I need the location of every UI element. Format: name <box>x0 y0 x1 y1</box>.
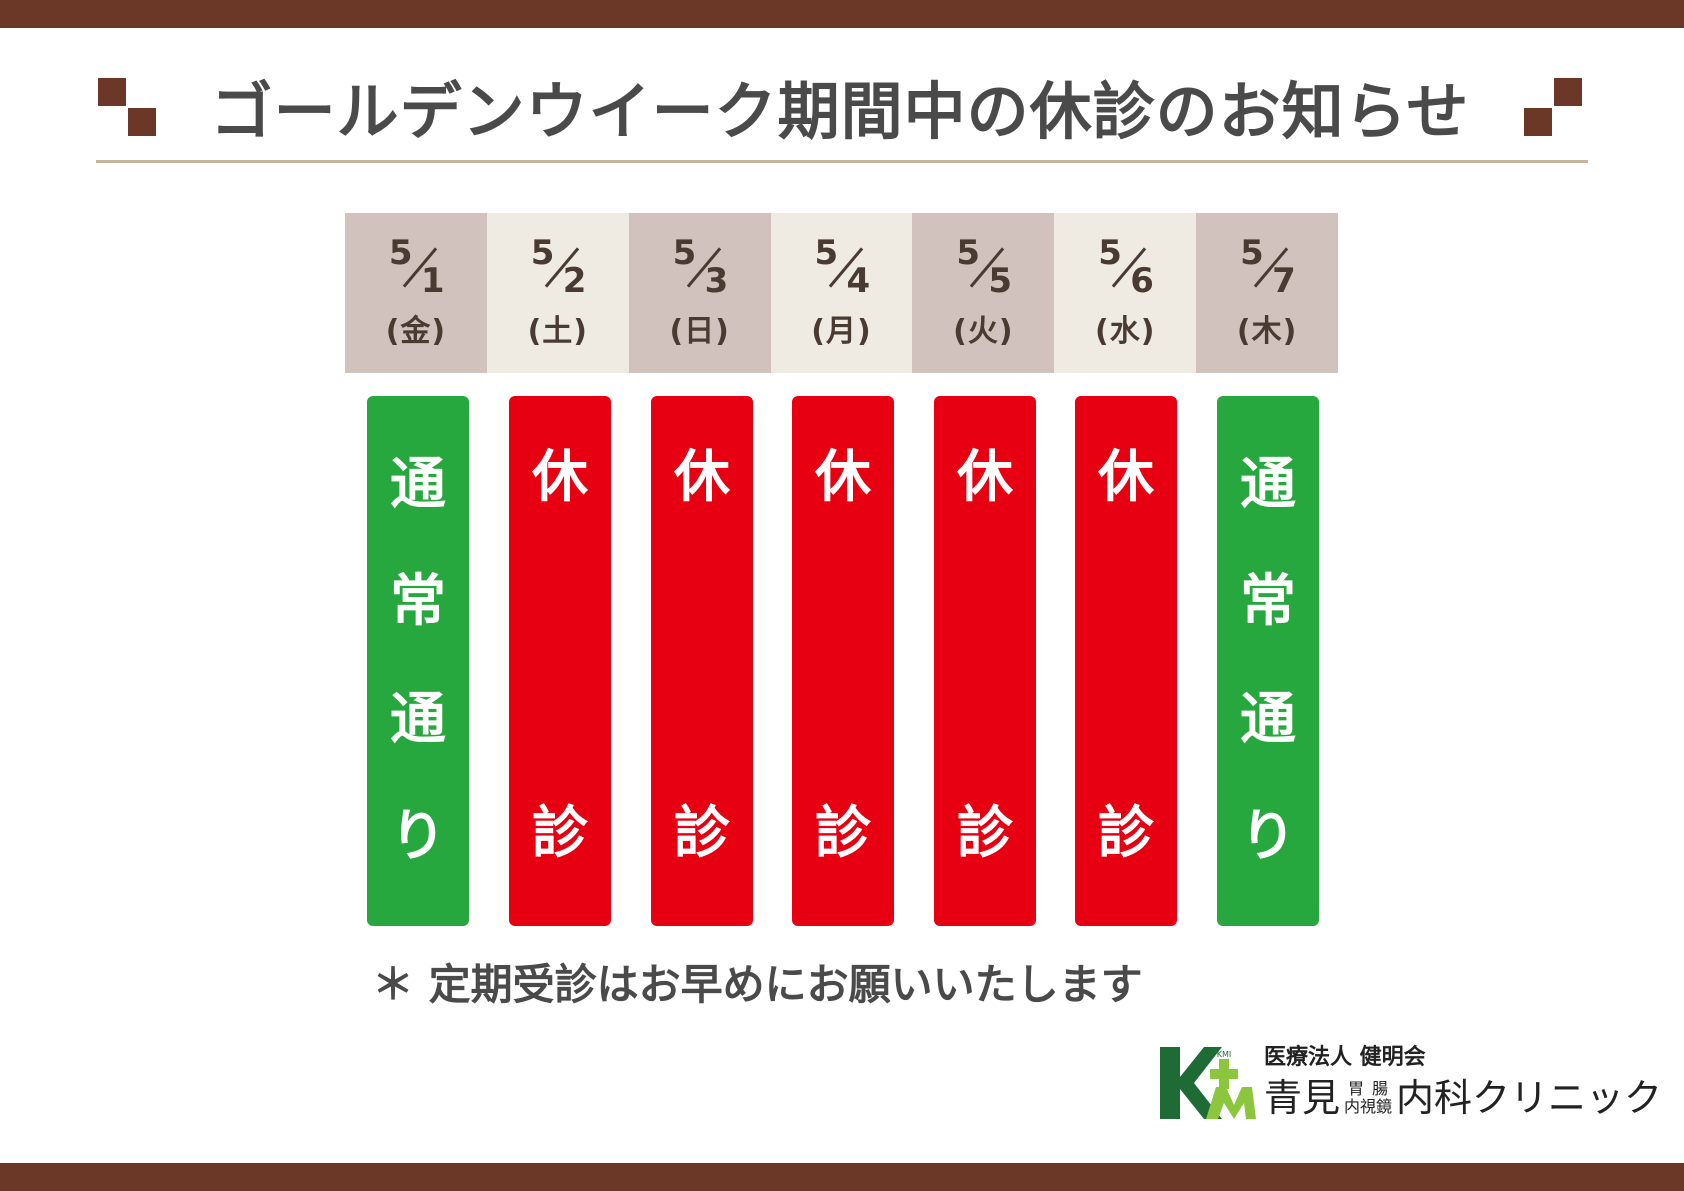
date-cell: 5 7 (木) <box>1196 213 1339 373</box>
date-day: 5 <box>988 261 1013 301</box>
status-char: 通 <box>1240 451 1296 517</box>
status-closed-bar: 休 診 <box>792 396 894 926</box>
date-cell: 5 5 (火) <box>912 213 1055 373</box>
date-cell: 5 3 (日) <box>628 213 771 373</box>
decoration-square <box>98 78 126 106</box>
title-decoration-right <box>1524 78 1588 142</box>
date-day: 3 <box>704 261 729 301</box>
date-weekday: (木) <box>1236 314 1298 349</box>
status-char: 休 <box>815 445 871 510</box>
clinic-stack-word: 内視鏡 <box>1344 1097 1393 1116</box>
status-char: 診 <box>957 801 1013 866</box>
date-fraction: 5 1 <box>381 236 451 300</box>
status-char: 診 <box>815 801 871 866</box>
status-char: 通 <box>390 686 446 752</box>
status-char: 休 <box>957 445 1013 510</box>
status-char: 休 <box>674 445 730 510</box>
decoration-square <box>1524 108 1552 136</box>
bottom-border-band <box>0 1163 1684 1191</box>
status-char: 通 <box>390 451 446 517</box>
date-day: 6 <box>1130 261 1154 301</box>
date-cell: 5 2 (土) <box>486 213 629 373</box>
status-char: り <box>390 804 446 870</box>
date-cell: 5 1 (金) <box>345 213 487 373</box>
status-char: 休 <box>1098 445 1154 510</box>
top-border-band <box>0 0 1684 28</box>
date-month: 5 <box>956 233 981 273</box>
clinic-logo: KMI <box>1160 1047 1256 1119</box>
date-month: 5 <box>388 233 413 273</box>
status-closed-bar: 休 診 <box>651 396 753 926</box>
date-weekday: (土) <box>527 314 588 349</box>
status-char: 診 <box>1098 801 1154 866</box>
date-month: 5 <box>1240 233 1264 273</box>
clinic-stack-word: 胃 <box>1348 1079 1365 1098</box>
status-closed-bar: 休 診 <box>934 396 1036 926</box>
status-closed-bar: 休 診 <box>509 396 611 926</box>
date-header-row: 5 1 (金) 5 2 (土) 5 3 (日) 5 4 (月) 5 <box>345 213 1339 373</box>
date-fraction: 5 7 <box>1232 236 1302 300</box>
date-cell: 5 4 (月) <box>770 213 913 373</box>
status-char: 診 <box>532 801 588 866</box>
organization-name: 医療法人 健明会 <box>1264 1045 1426 1070</box>
clinic-name-prefix: 青見 <box>1264 1076 1341 1120</box>
status-open-bar: 通 常 通 り <box>1217 396 1319 926</box>
date-fraction: 5 6 <box>1090 236 1160 300</box>
date-fraction: 5 3 <box>665 236 735 300</box>
title-underline <box>96 160 1588 163</box>
status-char: り <box>1240 804 1296 870</box>
decoration-square <box>1554 78 1582 106</box>
date-weekday: (月) <box>811 314 872 349</box>
logo-k-shape <box>1180 1047 1222 1119</box>
status-char: 常 <box>1240 569 1296 635</box>
appointment-note: ＊ 定期受診はお早めにお願いいたします <box>372 960 1143 1009</box>
date-fraction: 5 2 <box>523 236 593 300</box>
date-fraction: 5 4 <box>807 236 877 300</box>
status-char: 通 <box>1240 686 1296 752</box>
clinic-name-stack: 胃 腸 内視鏡 <box>1344 1080 1392 1116</box>
title-decoration-left <box>98 78 162 142</box>
clinic-stack-word: 腸 <box>1372 1079 1389 1098</box>
logo-bar <box>1160 1047 1180 1119</box>
date-weekday: (金) <box>385 314 447 349</box>
decoration-square <box>128 108 156 136</box>
date-day: 4 <box>846 261 871 301</box>
date-weekday: (火) <box>953 314 1014 349</box>
status-open-bar: 通 常 通 り <box>367 396 469 926</box>
page-title: ゴールデンウイーク期間中の休診のお知らせ <box>210 75 1470 148</box>
logo-cross-v <box>1219 1059 1229 1089</box>
clinic-name: 青見 胃 腸 内視鏡 内科クリニック <box>1264 1076 1662 1120</box>
logo-m-shape <box>1206 1087 1256 1119</box>
status-char: 診 <box>674 801 730 866</box>
status-char: 常 <box>390 569 446 635</box>
date-fraction: 5 5 <box>948 236 1018 300</box>
clinic-name-suffix: 内科クリニック <box>1396 1076 1663 1120</box>
date-weekday: (日) <box>669 314 730 349</box>
date-month: 5 <box>672 233 697 273</box>
date-day: 1 <box>420 261 445 301</box>
date-month: 5 <box>1098 233 1122 273</box>
date-cell: 5 6 (水) <box>1054 213 1197 373</box>
logo-emblem-text: KMI <box>1217 1050 1232 1059</box>
date-day: 2 <box>562 261 587 301</box>
date-day: 7 <box>1272 261 1296 301</box>
status-closed-bar: 休 診 <box>1075 396 1177 926</box>
status-char: 休 <box>532 445 588 510</box>
date-weekday: (水) <box>1095 314 1156 349</box>
date-month: 5 <box>814 233 839 273</box>
date-month: 5 <box>530 233 555 273</box>
